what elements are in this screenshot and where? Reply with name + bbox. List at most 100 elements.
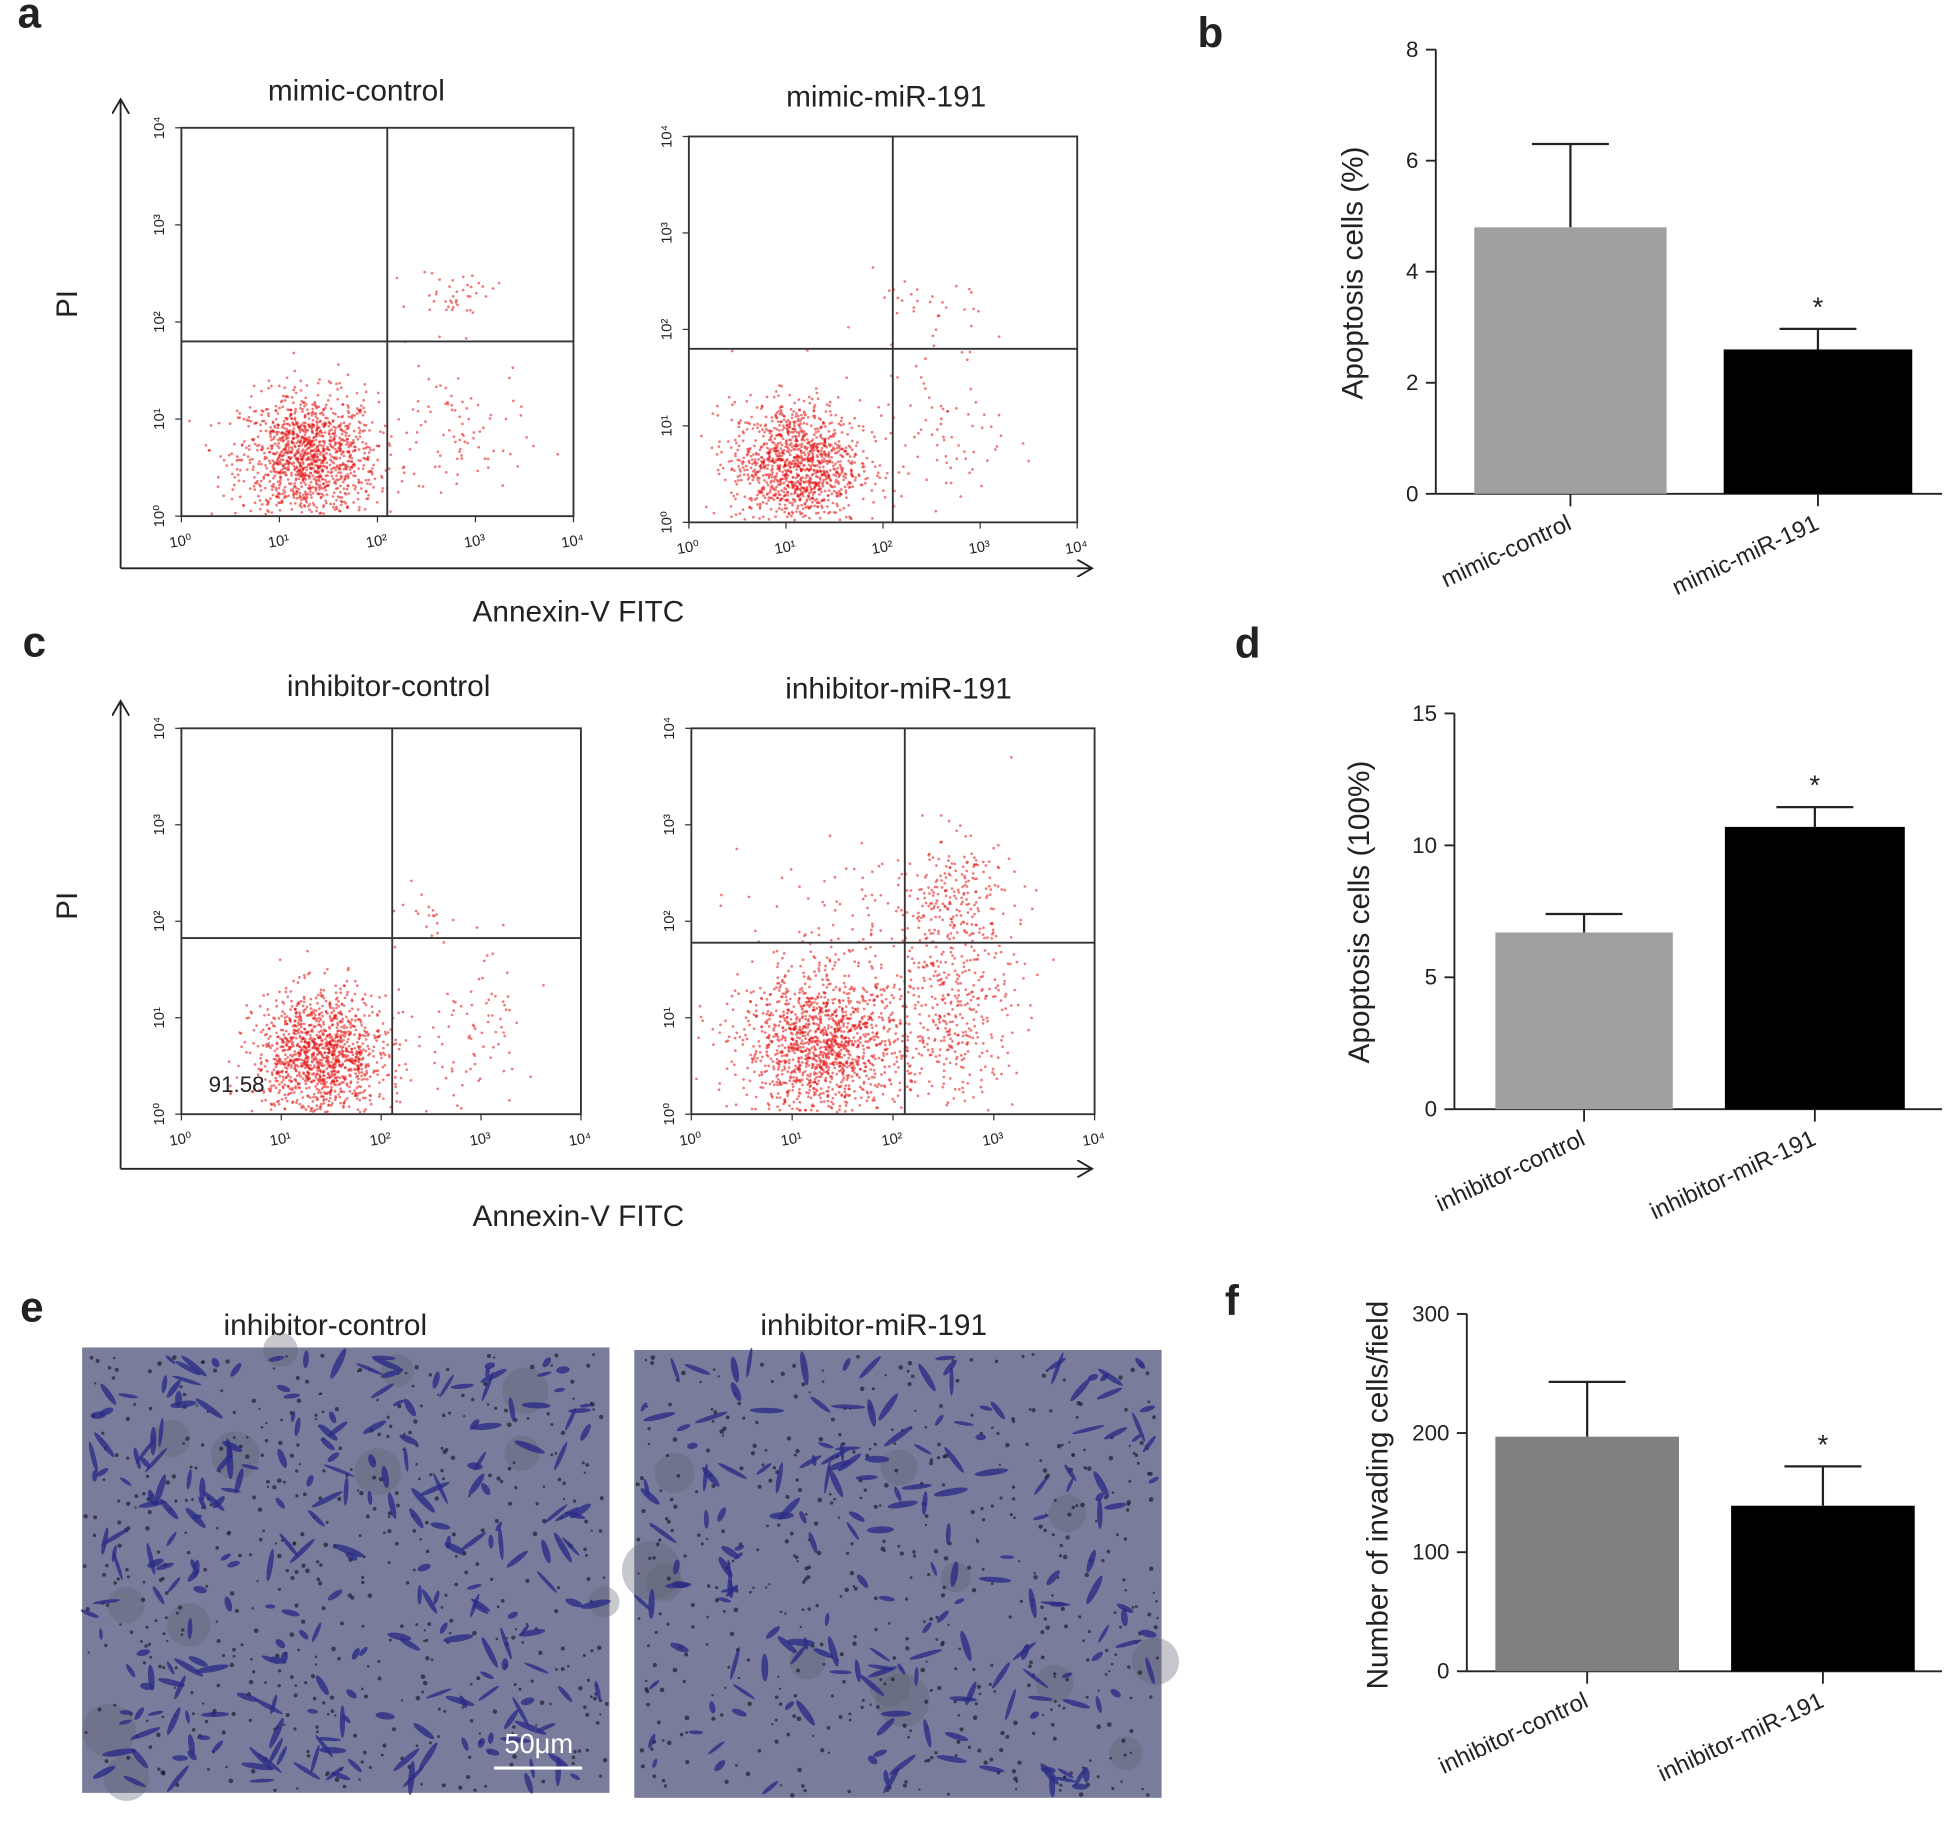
event-dot bbox=[931, 295, 934, 298]
event-dot bbox=[878, 464, 882, 467]
event-dot bbox=[865, 1074, 868, 1078]
event-dot bbox=[827, 476, 831, 480]
event-dot bbox=[719, 463, 722, 467]
event-dot bbox=[832, 464, 835, 468]
event-dot bbox=[964, 457, 968, 460]
event-dot bbox=[759, 424, 762, 427]
event-dot bbox=[803, 453, 807, 457]
event-dot bbox=[780, 488, 784, 492]
event-dot bbox=[284, 449, 288, 452]
event-dot bbox=[318, 1007, 321, 1011]
event-dot bbox=[774, 474, 778, 478]
event-dot bbox=[792, 420, 795, 424]
event-dot bbox=[808, 1088, 812, 1092]
event-dot bbox=[741, 466, 745, 469]
event-dot bbox=[800, 1056, 803, 1059]
event-dot bbox=[817, 1056, 821, 1060]
event-dot bbox=[939, 404, 943, 408]
event-dot bbox=[325, 466, 329, 470]
event-dot bbox=[761, 515, 765, 519]
event-dot bbox=[271, 463, 275, 467]
event-dot bbox=[851, 1042, 854, 1046]
event-dot bbox=[368, 1084, 371, 1088]
event-dot bbox=[999, 434, 1003, 438]
event-dot bbox=[317, 1052, 321, 1055]
event-dot bbox=[934, 509, 938, 513]
event-dot bbox=[844, 1084, 848, 1088]
event-dot bbox=[435, 921, 439, 925]
event-dot bbox=[848, 421, 852, 425]
event-dot bbox=[798, 1036, 802, 1040]
event-dot bbox=[311, 410, 315, 414]
event-dot bbox=[365, 1077, 369, 1081]
event-dot bbox=[777, 1065, 781, 1069]
event-dot bbox=[972, 307, 975, 311]
event-dot bbox=[427, 914, 431, 917]
event-dot bbox=[334, 468, 338, 472]
event-dot bbox=[775, 949, 779, 953]
event-dot bbox=[343, 1099, 347, 1102]
event-dot bbox=[492, 1045, 495, 1049]
event-dot bbox=[368, 446, 371, 449]
event-dot bbox=[278, 958, 282, 962]
event-dot bbox=[309, 467, 313, 470]
event-dot bbox=[369, 1102, 373, 1106]
event-dot bbox=[791, 435, 794, 439]
event-dot bbox=[270, 488, 274, 491]
event-dot bbox=[359, 1062, 363, 1066]
event-dot bbox=[827, 453, 831, 456]
event-dot bbox=[460, 457, 464, 460]
event-dot bbox=[293, 492, 297, 495]
event-dot bbox=[756, 426, 759, 430]
event-dot bbox=[329, 468, 333, 471]
event-dot bbox=[758, 505, 762, 508]
event-dot bbox=[806, 1019, 810, 1023]
event-dot bbox=[273, 1049, 277, 1053]
event-dot bbox=[808, 479, 811, 482]
event-dot bbox=[786, 430, 790, 434]
event-dot bbox=[355, 1097, 359, 1101]
event-dot bbox=[311, 474, 315, 477]
event-dot bbox=[433, 465, 437, 469]
event-dot bbox=[261, 409, 265, 413]
event-dot bbox=[276, 480, 280, 484]
event-dot bbox=[427, 377, 431, 381]
event-dot bbox=[851, 474, 855, 478]
event-dot bbox=[716, 468, 720, 472]
event-dot bbox=[743, 468, 747, 472]
event-dot bbox=[815, 391, 819, 395]
event-dot bbox=[777, 989, 781, 992]
event-dot bbox=[287, 1063, 291, 1067]
event-dot bbox=[968, 287, 971, 291]
event-dot bbox=[779, 408, 783, 412]
event-dot bbox=[824, 474, 828, 478]
event-dot bbox=[772, 1083, 776, 1087]
event-dot bbox=[842, 506, 846, 510]
event-dot bbox=[812, 1087, 816, 1091]
event-dot bbox=[333, 1098, 337, 1102]
event-dot bbox=[883, 1043, 887, 1047]
event-dot bbox=[884, 437, 888, 441]
event-dot bbox=[883, 1039, 887, 1043]
event-dot bbox=[361, 997, 365, 1001]
event-dot bbox=[501, 449, 505, 453]
event-dot bbox=[815, 1089, 819, 1093]
event-dot bbox=[418, 1044, 421, 1048]
event-dot bbox=[839, 487, 843, 491]
event-dot bbox=[851, 1006, 855, 1010]
event-dot bbox=[861, 429, 865, 432]
event-dot bbox=[261, 1044, 265, 1047]
event-dot bbox=[301, 410, 304, 414]
event-dot bbox=[333, 480, 337, 484]
event-dot bbox=[339, 1034, 342, 1037]
event-dot bbox=[857, 1056, 861, 1059]
event-dot bbox=[337, 1004, 341, 1008]
event-dot bbox=[273, 1104, 277, 1107]
event-dot bbox=[453, 440, 457, 444]
event-dot bbox=[781, 413, 784, 417]
event-dot bbox=[808, 401, 812, 405]
event-dot bbox=[831, 1034, 835, 1038]
event-dot bbox=[767, 1033, 771, 1037]
event-dot bbox=[968, 350, 972, 354]
event-dot bbox=[271, 420, 275, 424]
